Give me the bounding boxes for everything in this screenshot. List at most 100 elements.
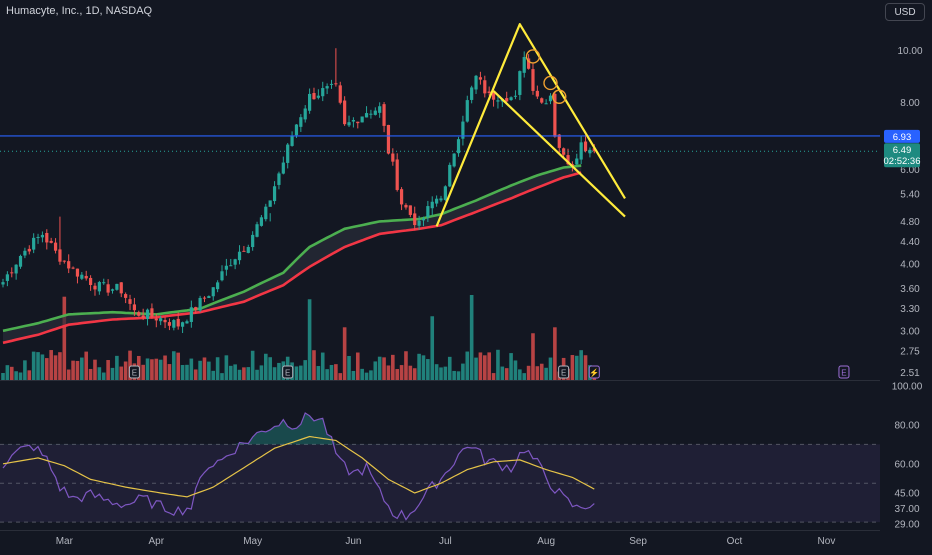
grid: [0, 380, 880, 531]
volume-bar: [465, 351, 470, 380]
volume-bar: [75, 360, 80, 380]
volume-bar: [412, 368, 417, 380]
volume-bar: [299, 365, 303, 380]
volume-bar: [246, 367, 251, 380]
earnings-marker-label: E: [285, 369, 290, 378]
candle: [224, 265, 228, 270]
pattern-circle-marker: [525, 49, 541, 64]
volume-bar: [88, 368, 93, 380]
volume-bar: [500, 366, 505, 380]
split-marker-box: [588, 365, 600, 379]
candle: [421, 218, 426, 221]
candle: [5, 274, 9, 281]
candle: [456, 139, 461, 154]
candle: [575, 158, 579, 165]
candle: [36, 236, 40, 238]
earnings-marker: E: [282, 365, 294, 379]
event-markers[interactable]: E E E E ⚡: [128, 365, 850, 379]
candle: [49, 240, 53, 243]
volume-bar: [334, 364, 338, 380]
time-tick-label: Oct: [727, 536, 743, 547]
candle: [386, 124, 391, 154]
pattern-circle-marker: [543, 75, 558, 91]
candle: [334, 83, 338, 85]
candle: [343, 100, 347, 125]
volume-bar: [128, 350, 132, 380]
last-price-badge-text: 02:52:36: [884, 156, 921, 167]
volume-bar: [417, 353, 421, 380]
candle: [474, 75, 478, 90]
candle: [553, 93, 557, 137]
candle: [27, 248, 31, 252]
rsi-pane: [0, 412, 880, 523]
price-tick-label: 6.00: [900, 165, 920, 176]
candle: [277, 173, 281, 185]
volume-bar: [172, 351, 176, 380]
candle: [159, 318, 163, 322]
candle: [522, 57, 526, 73]
volume-bar: [504, 368, 509, 380]
volume-bar: [447, 356, 452, 380]
candle: [259, 217, 264, 226]
volume-bar: [154, 358, 159, 380]
candle: [470, 87, 474, 100]
candle: [566, 155, 570, 165]
candle: [255, 224, 259, 237]
volume-bar: [320, 352, 325, 380]
volume-bar: [189, 358, 194, 380]
volume-bar: [443, 366, 448, 380]
candle: [382, 104, 386, 126]
earnings-marker: E: [128, 365, 140, 379]
price-tick-label: 8.00: [900, 98, 920, 109]
price-tick-label: 4.00: [900, 259, 920, 270]
volume-bar: [272, 367, 277, 380]
candle: [316, 95, 320, 98]
pattern-trendline: [492, 90, 626, 218]
candle: [562, 148, 566, 155]
candle: [439, 198, 443, 201]
volume-bar: [106, 360, 110, 380]
currency-button[interactable]: USD: [885, 3, 925, 21]
split-marker-label: ⚡: [589, 368, 599, 378]
volume-bar: [364, 372, 369, 380]
volume-bar: [452, 370, 456, 380]
candle: [246, 247, 250, 253]
candle: [14, 264, 18, 274]
candle: [251, 234, 255, 248]
volume-bar: [325, 369, 329, 380]
candle: [71, 267, 75, 269]
volume-bar: [198, 360, 202, 380]
resistance-price-badge: 6.93: [884, 129, 920, 143]
volume-bar: [93, 359, 97, 380]
candle: [237, 251, 242, 261]
volume-bar: [259, 365, 264, 380]
candle: [373, 110, 377, 115]
earnings-marker-box: [282, 365, 294, 379]
volume-bar: [40, 354, 45, 380]
price-tick-label: 10.00: [897, 46, 922, 57]
volume-bar: [531, 333, 535, 380]
volume-bar: [66, 369, 71, 380]
ema-slow-line: [2, 171, 582, 345]
last-price-badge-text: 6.49: [893, 145, 912, 156]
candle: [413, 213, 417, 226]
candle: [395, 159, 399, 190]
drawings[interactable]: [0, 23, 880, 227]
volume-bar: [36, 352, 40, 380]
candle: [115, 283, 119, 290]
volume-bar: [264, 353, 268, 380]
candles: [1, 48, 596, 334]
volume-bar: [163, 355, 167, 380]
volume-bar: [255, 369, 259, 380]
earnings-marker-label: E: [561, 369, 566, 378]
candle: [535, 90, 539, 97]
volume-bar: [439, 367, 443, 380]
volume-bar: [461, 363, 465, 380]
candle: [496, 100, 500, 102]
candle: [329, 83, 334, 85]
candle: [220, 271, 224, 281]
candle: [268, 200, 272, 207]
